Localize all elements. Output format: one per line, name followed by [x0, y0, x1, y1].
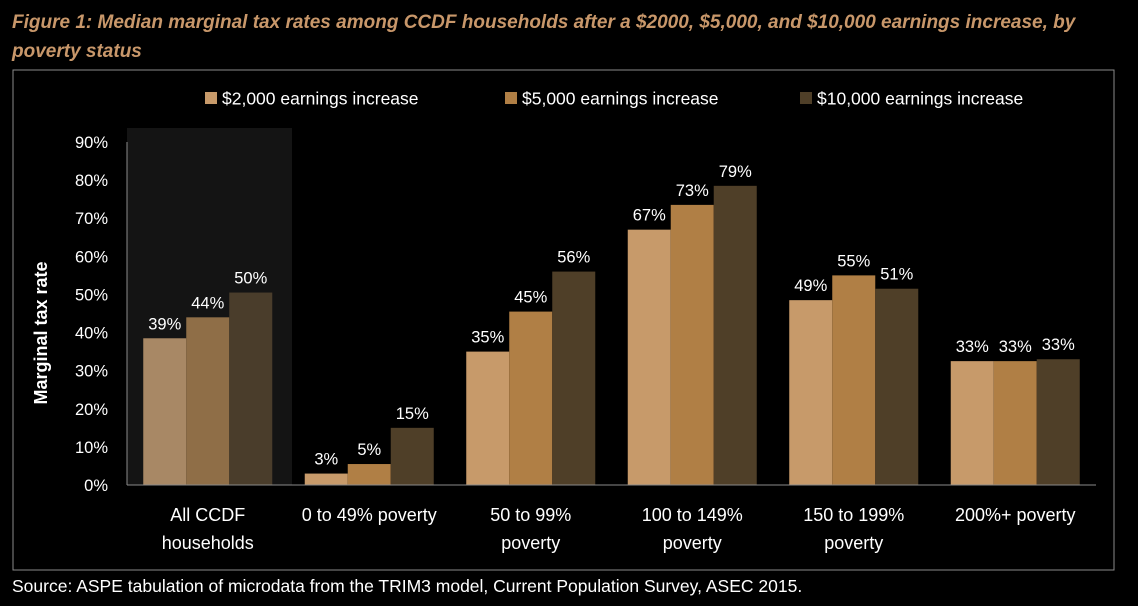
data-label: 33%: [999, 338, 1032, 356]
bar: [950, 361, 994, 485]
x-tick-label: 100 to 149%: [642, 505, 743, 525]
legend-swatch: [205, 92, 217, 104]
x-tick-label: poverty: [824, 533, 883, 553]
y-tick-label: 50%: [75, 286, 108, 304]
y-tick-label: 20%: [75, 401, 108, 419]
legend: $2,000 earnings increase $5,000 earnings …: [205, 89, 1023, 109]
x-tick-label: 200%+ poverty: [955, 505, 1076, 525]
data-label: 51%: [880, 266, 913, 284]
bar: [347, 464, 391, 485]
bar: [627, 229, 671, 485]
y-tick-label: 70%: [75, 210, 108, 228]
bar: [875, 288, 919, 485]
bar: [552, 271, 596, 485]
x-tick-label: poverty: [663, 533, 722, 553]
x-tick-label: 50 to 99%: [490, 505, 571, 525]
data-label: 45%: [514, 289, 547, 307]
bar: [670, 204, 714, 485]
chart-frame: [12, 69, 1115, 571]
legend-label: $10,000 earnings increase: [817, 89, 1023, 109]
bar: [832, 275, 876, 485]
bar: [390, 427, 434, 485]
data-label: 73%: [676, 182, 709, 200]
bar: [993, 361, 1037, 485]
y-tick-label: 30%: [75, 363, 108, 381]
bar: [304, 473, 348, 485]
bar: [713, 185, 757, 486]
x-tick-label: 0 to 49% poverty: [302, 505, 437, 525]
y-tick-label: 40%: [75, 325, 108, 343]
data-label: 5%: [357, 441, 381, 459]
bar: [509, 311, 553, 485]
data-label: 49%: [794, 277, 827, 295]
data-label: 44%: [191, 294, 224, 312]
data-label: 50%: [234, 270, 267, 288]
bar: [229, 292, 273, 485]
y-tick-label: 10%: [75, 439, 108, 457]
x-tick-label: 150 to 199%: [803, 505, 904, 525]
data-label: 33%: [956, 338, 989, 356]
y-tick-label: 80%: [75, 172, 108, 190]
source-note: Source: ASPE tabulation of microdata fro…: [12, 576, 803, 596]
data-label: 79%: [719, 163, 752, 181]
data-label: 55%: [837, 252, 870, 270]
legend-swatch: [800, 92, 812, 104]
bar: [789, 300, 833, 485]
x-axis: All CCDF households 0 to 49% poverty 50 to …: [127, 484, 1096, 553]
x-tick-label: poverty: [501, 533, 560, 553]
data-label: 35%: [471, 329, 504, 347]
data-label: 3%: [314, 451, 338, 469]
bar: [466, 351, 510, 485]
data-label: 67%: [633, 207, 666, 225]
bar: [143, 338, 187, 485]
y-axis: 0% 10% 20% 30% 40% 50% 60% 70% 80% 90%: [75, 134, 128, 495]
data-label: 39%: [148, 315, 181, 333]
legend-label: $5,000 earnings increase: [522, 89, 719, 109]
bar: [1036, 359, 1080, 485]
bars: 39% 44% 50% 3% 5% 15% 35% 45% 56% 67% 73% 79% 49% 55%…: [143, 163, 1080, 486]
legend-label: $2,000 earnings increase: [222, 89, 419, 109]
data-label: 56%: [557, 249, 590, 267]
data-label: 33%: [1042, 336, 1075, 354]
y-tick-label: 90%: [75, 134, 108, 152]
data-label: 15%: [396, 405, 429, 423]
y-tick-label: 0%: [84, 477, 108, 495]
x-tick-label: All CCDF: [170, 505, 245, 525]
bar: [186, 317, 230, 485]
legend-swatch: [505, 92, 517, 104]
y-tick-label: 60%: [75, 248, 108, 266]
y-axis-label: Marginal tax rate: [31, 261, 51, 404]
x-tick-label: households: [162, 533, 254, 553]
chart-title: Figure 1: Median marginal tax rates amon…: [12, 12, 1076, 62]
